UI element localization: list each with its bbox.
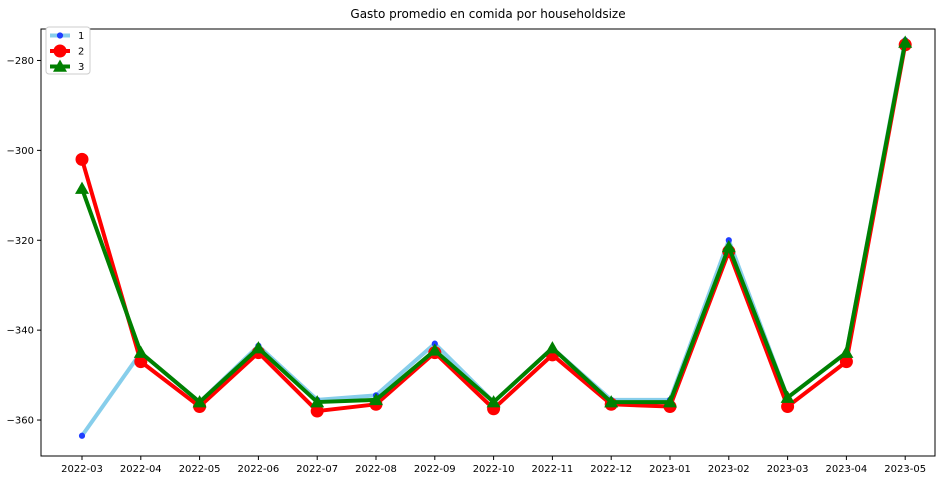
series-2-point xyxy=(134,355,148,369)
series-3-point xyxy=(427,343,442,356)
legend-label: 1 xyxy=(78,31,84,42)
x-tick-label: 2023-03 xyxy=(767,464,809,475)
x-tick-label: 2023-05 xyxy=(884,464,926,475)
x-tick-label: 2022-05 xyxy=(179,464,221,475)
chart-title: Gasto promedio en comida por householdsi… xyxy=(350,7,625,21)
x-tick-label: 2023-04 xyxy=(826,464,868,475)
x-tick-label: 2022-07 xyxy=(296,464,338,475)
y-tick-label: −320 xyxy=(7,236,34,247)
legend-2-point xyxy=(53,44,67,58)
legend-1-point xyxy=(56,32,64,39)
series-3-point xyxy=(839,345,854,358)
y-tick-label: −280 xyxy=(7,56,34,67)
y-tick-label: −340 xyxy=(7,326,34,337)
series-3-point xyxy=(310,395,325,408)
x-tick-label: 2023-02 xyxy=(708,464,750,475)
series-2-point xyxy=(310,404,324,418)
series-3-point xyxy=(75,181,89,194)
series-3-point xyxy=(604,395,619,408)
plot-area: −360 −340 −320 −300 −280 2022-03 2022-04 2022-0… xyxy=(7,26,936,475)
series-3-point xyxy=(721,239,736,253)
series-2-point xyxy=(839,355,853,369)
legend-3-point xyxy=(53,59,67,72)
x-tick-label: 2022-08 xyxy=(355,464,397,475)
series-3-point xyxy=(251,341,266,354)
legend-label: 2 xyxy=(78,47,84,58)
series-3-point xyxy=(369,392,383,406)
series-2-point xyxy=(781,400,795,414)
series-2-point xyxy=(75,152,89,166)
x-tick-label: 2022-10 xyxy=(473,464,515,475)
series-3-point xyxy=(663,395,677,408)
y-tick-label: −360 xyxy=(7,416,34,427)
series-1-point xyxy=(78,432,86,439)
series-1-line xyxy=(80,38,908,438)
y-tick-label: −300 xyxy=(7,146,34,157)
x-tick-label: 2022-03 xyxy=(61,464,103,475)
series-3-line xyxy=(80,40,908,405)
x-tick-label: 2022-04 xyxy=(120,464,162,475)
axes-frame xyxy=(40,28,936,457)
x-tick-label: 2022-12 xyxy=(590,464,632,475)
series-3-point xyxy=(898,35,913,48)
x-tick-label: 2022-06 xyxy=(238,464,280,475)
x-tick-label: 2023-01 xyxy=(649,464,691,475)
x-tick-label: 2022-11 xyxy=(532,464,574,475)
series-3-point xyxy=(545,341,560,354)
x-tick-label: 2022-09 xyxy=(414,464,456,475)
series-3-point xyxy=(133,345,148,358)
series-2-line xyxy=(80,42,908,414)
legend-label: 3 xyxy=(78,62,84,73)
legend: 1 2 3 xyxy=(45,26,91,75)
series-3-point xyxy=(192,395,207,408)
series-3-point xyxy=(780,390,795,403)
series-3-point xyxy=(486,395,501,408)
